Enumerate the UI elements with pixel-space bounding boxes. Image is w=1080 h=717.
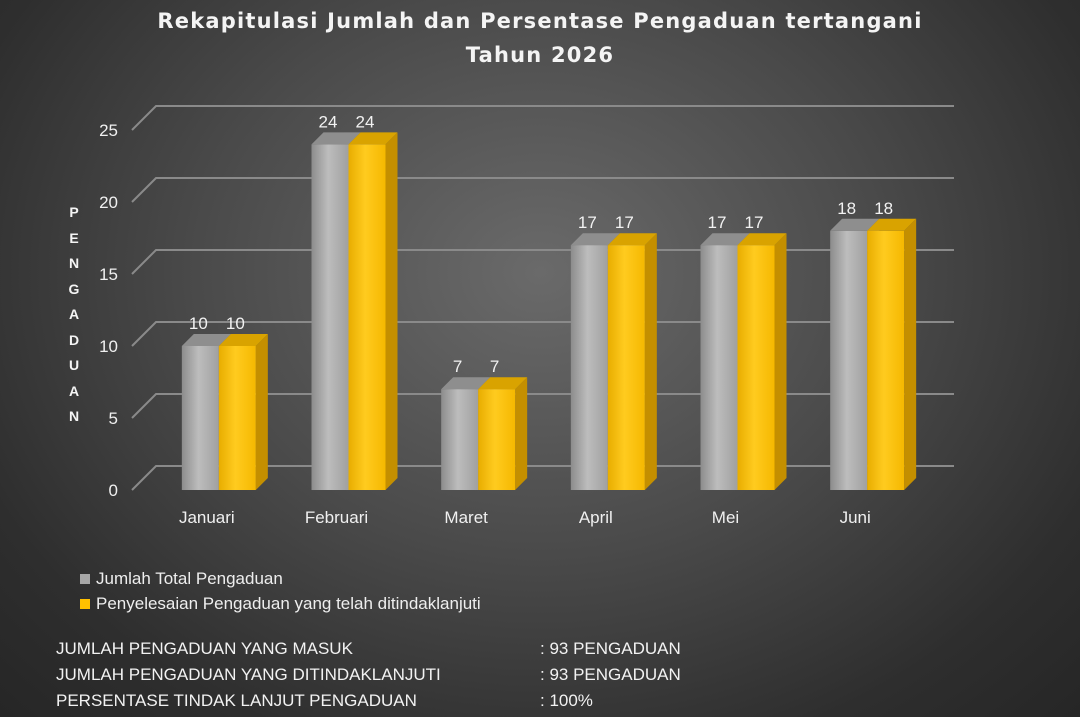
summary-row: JUMLAH PENGADUAN YANG DITINDAKLANJUTI : … [56, 662, 681, 688]
y-axis-label-letter: D [68, 331, 80, 348]
bar-top [867, 218, 917, 231]
bar-top [700, 233, 750, 246]
summary-row: JUMLAH PENGADUAN YANG MASUK : 93 PENGADU… [56, 636, 681, 662]
y-axis-label-letter: G [68, 280, 80, 297]
y-axis-label-letter: P [69, 204, 79, 220]
gridline [131, 321, 954, 347]
y-axis-ticks: 0 5 10 15 20 25 [99, 121, 118, 500]
data-label: 7 [490, 357, 499, 376]
y-axis-label-letter: A [68, 382, 80, 399]
bar [830, 230, 868, 491]
bar [181, 346, 219, 490]
data-label: 17 [745, 213, 764, 232]
bar [218, 346, 256, 490]
y-axis-label-letter: A [68, 306, 80, 322]
data-label: 17 [708, 213, 727, 232]
legend-label-resolved: Penyelesaian Pengaduan yang telah ditind… [96, 593, 481, 613]
chart-title: Rekapitulasi Jumlah dan Persentase Penga… [157, 9, 923, 33]
x-tick-label: Juni [840, 508, 871, 527]
bar [867, 230, 905, 491]
summary-label: JUMLAH PENGADUAN YANG DITINDAKLANJUTI [56, 665, 441, 684]
bar-chart: 0 5 10 15 20 25 10 10 24 24 7 7 17 17 17 17 18 18 Januar… [99, 105, 954, 527]
y-tick-label: 0 [109, 481, 118, 500]
y-axis-label-letter: N [68, 255, 80, 271]
x-tick-label: Maret [444, 508, 488, 527]
gridline [131, 249, 954, 275]
summary-table: JUMLAH PENGADUAN YANG MASUK : 93 PENGADU… [56, 636, 681, 714]
summary-label: PERSENTASE TINDAK LANJUT PENGADUAN [56, 691, 417, 710]
legend: Jumlah Total Pengaduan Penyelesaian Peng… [80, 566, 481, 616]
bar-top [478, 377, 528, 390]
bar [441, 389, 479, 490]
x-axis-ticks: Januari Februari Maret April Mei Juni [179, 508, 871, 527]
gridline [131, 465, 954, 491]
bar-top [570, 233, 620, 246]
data-label: 24 [319, 112, 338, 131]
gridline [131, 393, 954, 419]
bar-top [607, 233, 657, 246]
y-axis-label-letter: U [68, 357, 80, 373]
legend-item-resolved: Penyelesaian Pengaduan yang telah ditind… [80, 591, 481, 616]
legend-swatch-gold [80, 598, 90, 609]
bar-top [218, 334, 268, 346]
data-label: 17 [615, 213, 634, 232]
summary-value: : 93 PENGADUAN [540, 639, 681, 658]
bar-top [737, 233, 787, 246]
summary-value: : 100% [540, 691, 593, 710]
bar-side [904, 218, 917, 491]
summary-label: JUMLAH PENGADUAN YANG MASUK [56, 639, 353, 658]
bar [478, 389, 516, 490]
bar-side [385, 132, 398, 490]
y-tick-label: 15 [99, 265, 118, 284]
data-label: 18 [874, 199, 893, 218]
bar [737, 245, 775, 490]
bar [700, 245, 738, 490]
bar [348, 144, 386, 490]
bar-top [311, 132, 361, 145]
legend-swatch-gray [80, 573, 90, 584]
summary-value: : 93 PENGADUAN [540, 665, 681, 684]
data-label: 17 [578, 213, 597, 232]
y-tick-label: 25 [99, 121, 118, 140]
y-axis-label-letter: N [68, 408, 80, 424]
bar-side [644, 233, 657, 490]
bar-top [830, 218, 880, 231]
bar-top [348, 132, 398, 145]
x-tick-label: April [579, 508, 613, 527]
chart-subtitle: Tahun 2026 [465, 43, 615, 67]
summary-row: PERSENTASE TINDAK LANJUT PENGADUAN : 100… [56, 688, 681, 714]
x-tick-label: Februari [305, 508, 368, 527]
legend-label-total: Jumlah Total Pengaduan [96, 568, 283, 588]
bar-side [515, 377, 528, 490]
gridline [131, 105, 954, 131]
bars: 10 10 24 24 7 7 17 17 17 17 18 18 [181, 112, 917, 491]
bar-side [774, 233, 787, 490]
y-axis-label-letter: E [69, 229, 79, 246]
bar-top [441, 377, 491, 390]
bar [570, 245, 608, 490]
x-tick-label: Mei [712, 508, 739, 527]
y-tick-label: 20 [99, 193, 118, 212]
bar [311, 144, 349, 490]
data-label: 10 [226, 314, 245, 333]
y-tick-label: 5 [109, 409, 118, 428]
bar-top [181, 334, 231, 346]
data-label: 10 [189, 314, 208, 333]
data-label: 18 [837, 199, 856, 218]
gridlines [131, 105, 954, 491]
x-tick-label: Januari [179, 508, 235, 527]
bar [607, 245, 645, 490]
data-label: 7 [453, 357, 462, 376]
y-tick-label: 10 [99, 337, 118, 356]
bar-side [255, 334, 268, 490]
data-label: 24 [356, 112, 375, 131]
legend-item-total: Jumlah Total Pengaduan [80, 566, 481, 591]
gridline [131, 177, 954, 203]
